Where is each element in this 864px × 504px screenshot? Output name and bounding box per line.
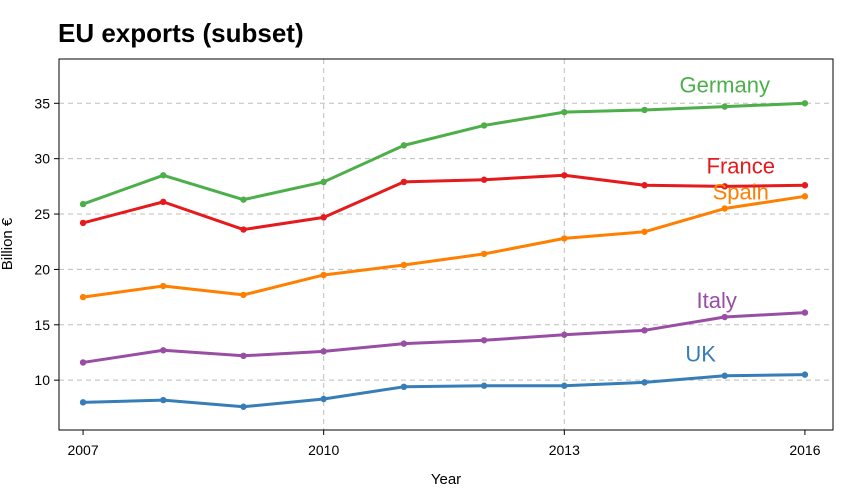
data-point-uk (79, 399, 87, 406)
data-point-spain (801, 193, 809, 200)
data-point-france (721, 183, 728, 190)
data-point-france (320, 214, 327, 221)
data-point-italy (79, 359, 87, 366)
data-point-france (240, 226, 247, 233)
series-label-germany: Germany (679, 72, 769, 97)
data-point-uk (160, 396, 167, 404)
data-point-italy (320, 348, 327, 355)
data-point-germany (320, 178, 327, 186)
tick-layer: 10 15 20 25 30 35 2007 2010 2013 2016 (34, 95, 820, 458)
x-axis-label: Year (431, 471, 461, 488)
y-tick-label: 15 (34, 317, 50, 333)
data-point-italy (561, 331, 568, 338)
data-point-france (480, 176, 488, 183)
series-label-italy: Italy (697, 288, 737, 313)
data-point-uk (721, 372, 728, 379)
data-point-germany (561, 108, 568, 116)
data-point-spain (721, 205, 728, 212)
data-point-france (561, 172, 568, 179)
series-layer (79, 100, 809, 410)
data-point-spain (240, 291, 247, 299)
data-point-germany (801, 100, 809, 107)
data-point-italy (240, 352, 247, 359)
data-point-spain (160, 282, 167, 290)
data-point-italy (801, 309, 809, 316)
chart-title: EU exports (subset) (58, 18, 304, 48)
data-point-uk (480, 382, 488, 389)
data-point-italy (160, 347, 167, 354)
y-tick-label: 30 (34, 151, 50, 167)
data-point-uk (400, 383, 408, 391)
data-point-spain (79, 293, 87, 301)
data-point-france (400, 178, 408, 186)
y-tick-label: 35 (34, 95, 50, 111)
series-line-germany (82, 101, 805, 206)
series-line-uk (83, 373, 805, 409)
y-axis-label: Billion € (0, 217, 16, 270)
data-point-spain (480, 250, 488, 258)
series-line-france (82, 173, 805, 232)
x-tick-label: 2007 (67, 442, 98, 458)
data-point-italy (400, 340, 408, 347)
data-point-france (801, 182, 809, 189)
x-tick-label: 2010 (308, 442, 339, 458)
plot-frame (58, 58, 834, 431)
x-tick-label: 2016 (789, 442, 820, 458)
data-point-spain (400, 261, 408, 269)
x-tick-label: 2013 (549, 442, 580, 458)
series-label-uk: UK (685, 342, 716, 367)
data-point-uk (641, 379, 648, 386)
series-label-spain: Spain (713, 179, 769, 204)
data-point-uk (240, 403, 247, 410)
data-point-uk (320, 395, 327, 403)
data-point-germany (160, 172, 167, 179)
series-label-france: France (707, 153, 775, 178)
data-point-france (641, 182, 648, 189)
y-tick-label: 20 (34, 261, 50, 277)
data-point-spain (561, 235, 568, 242)
y-tick-label: 25 (34, 206, 50, 222)
y-tick-label: 10 (34, 372, 50, 388)
data-point-italy (641, 327, 648, 334)
data-point-france (79, 219, 87, 227)
data-point-italy (721, 313, 728, 321)
series-line-spain (82, 194, 806, 299)
data-point-germany (641, 106, 648, 114)
data-point-italy (480, 337, 488, 344)
data-point-germany (79, 200, 87, 208)
data-point-germany (480, 122, 488, 129)
data-point-france (160, 198, 167, 206)
data-point-uk (561, 382, 568, 389)
series-line-italy (82, 311, 806, 364)
data-point-germany (400, 142, 408, 149)
data-point-spain (320, 271, 327, 279)
data-point-spain (641, 228, 648, 235)
data-point-uk (801, 371, 809, 378)
grid-layer (59, 59, 833, 430)
data-point-germany (721, 103, 728, 110)
data-point-germany (240, 196, 247, 203)
